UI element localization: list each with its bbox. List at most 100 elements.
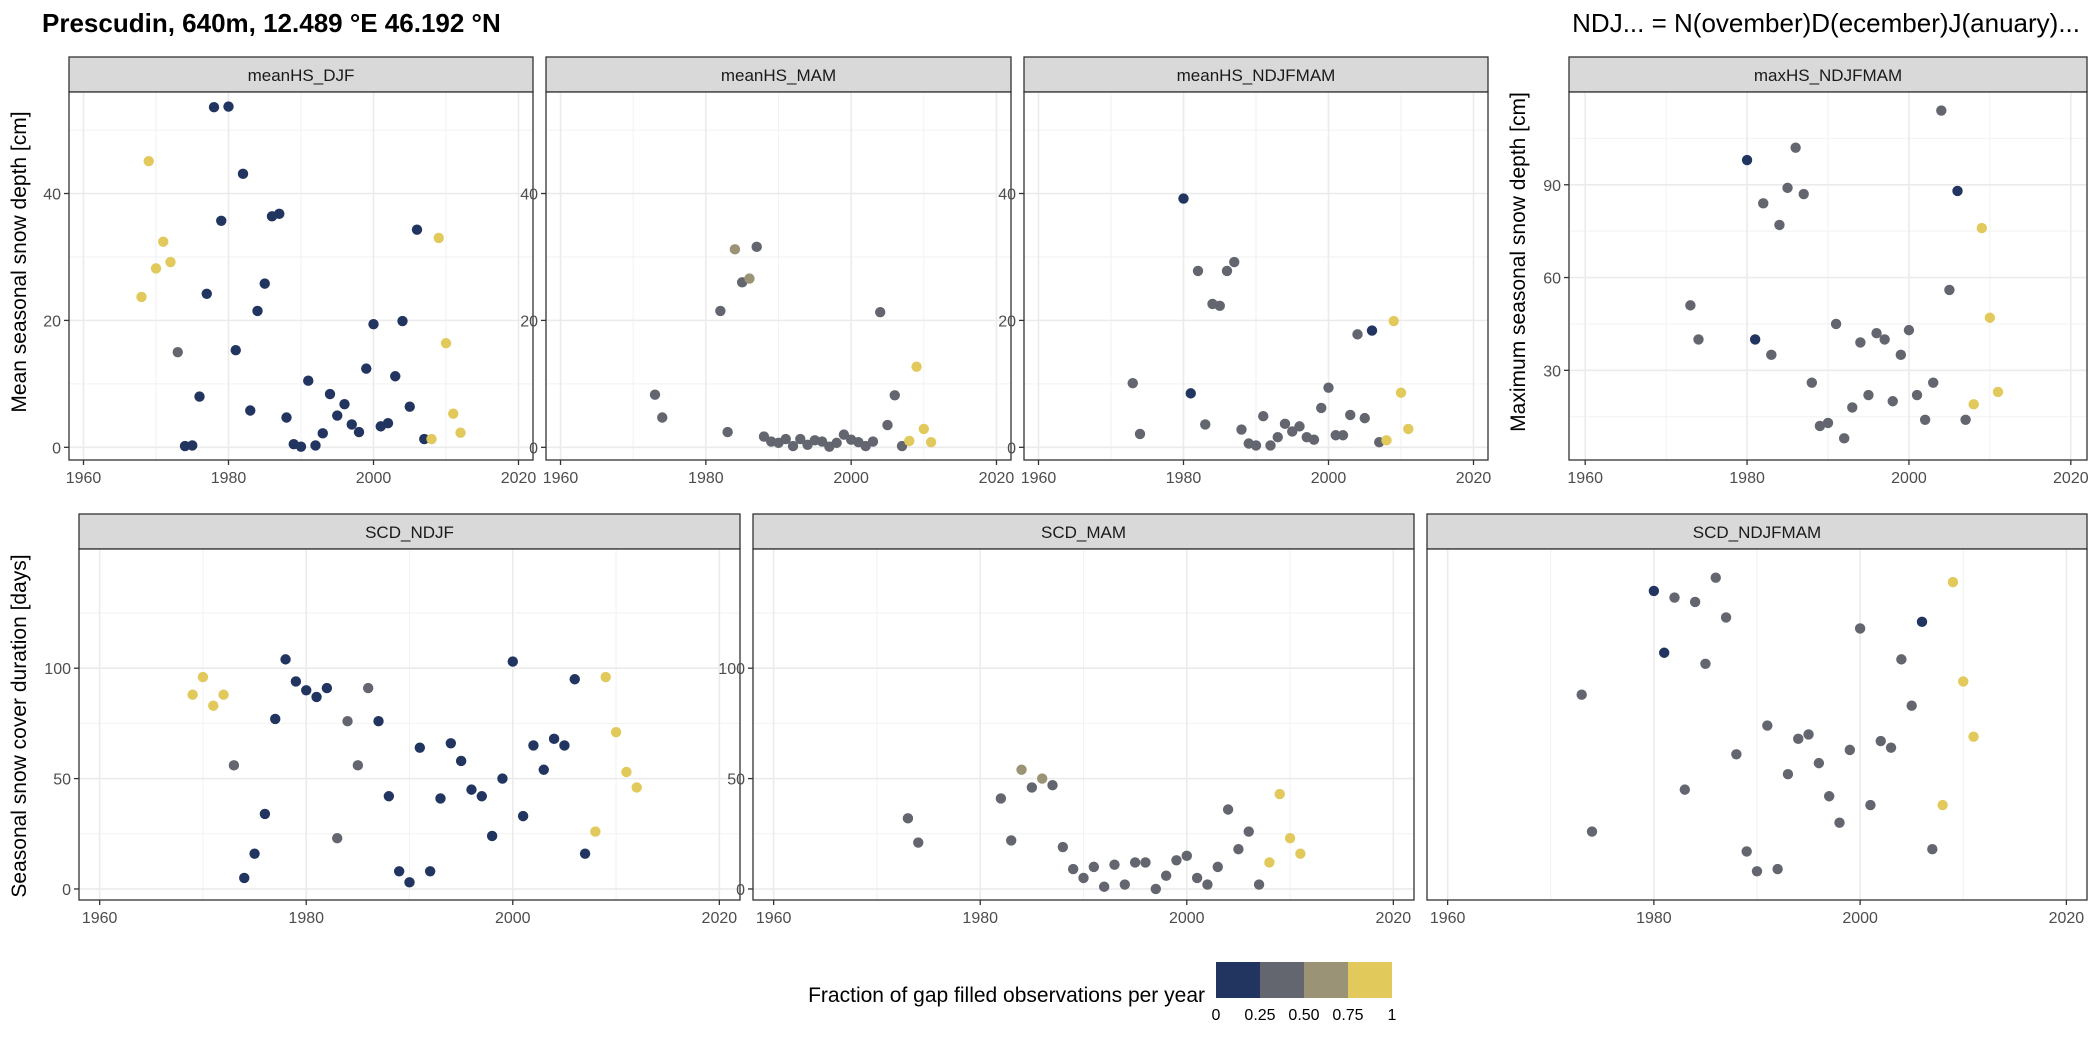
data-point (368, 319, 379, 330)
data-point (1287, 426, 1298, 437)
data-point (1871, 328, 1882, 339)
data-point (1381, 435, 1392, 446)
legend-colorbar: 0 0.25 0.50 0.75 1 (1212, 962, 1397, 1024)
data-point (1774, 219, 1785, 231)
legend-color-bin (1216, 962, 1260, 998)
data-point (1057, 841, 1069, 853)
data-point (1047, 780, 1058, 791)
data-point (1221, 265, 1233, 277)
panel-strip (1568, 56, 2088, 93)
data-point (722, 426, 733, 438)
data-point (1067, 863, 1079, 875)
data-point (1916, 616, 1928, 628)
panel-strip-label: meanHS_DJF (248, 66, 355, 85)
data-point (1576, 689, 1587, 700)
data-point (440, 338, 452, 349)
data-point (913, 837, 924, 848)
data-point (435, 793, 446, 804)
data-point (383, 791, 395, 802)
data-point (1830, 318, 1842, 330)
data-point (165, 256, 176, 268)
data-point (925, 437, 937, 448)
data-point (397, 315, 408, 327)
x-tick-label: 2000 (356, 470, 392, 487)
data-point (1710, 572, 1721, 583)
data-point (1936, 105, 1947, 116)
x-tick-label: 1960 (1567, 470, 1603, 487)
data-point (631, 782, 642, 793)
data-point (1214, 300, 1225, 312)
data-point (758, 431, 770, 442)
data-point (1758, 198, 1769, 209)
panel-strip-label: meanHS_NDJFMAM (1177, 66, 1336, 85)
data-point (896, 440, 908, 452)
data-point (1875, 735, 1886, 747)
x-tick-label: 1980 (962, 910, 998, 927)
data-point (228, 760, 240, 771)
data-point (1952, 185, 1963, 197)
data-point (1330, 430, 1341, 441)
panel-meanHS_MAM: meanHS_MAM 1960 1980 2000 2020 0 20 40 (520, 56, 1014, 487)
data-point (649, 389, 661, 400)
y-tick-label: 30 (1543, 363, 1561, 380)
data-point (1250, 440, 1262, 451)
x-tick-label: 1960 (66, 470, 102, 487)
data-point (1150, 883, 1161, 895)
data-point (579, 848, 591, 859)
legend-tick-label: 0.25 (1244, 1007, 1275, 1024)
data-point (143, 155, 154, 167)
y-tick-label: 60 (1543, 271, 1561, 288)
y-axis-label-mean-snow-depth: Mean seasonal snow depth [cm] (8, 111, 31, 412)
data-point (1693, 334, 1704, 345)
data-point (1911, 389, 1923, 401)
data-point (303, 375, 314, 386)
data-point (1669, 592, 1680, 603)
y-tick-label: 40 (998, 187, 1016, 204)
data-point (1896, 654, 1907, 665)
data-point (352, 760, 364, 771)
x-tick-label: 1960 (543, 470, 579, 487)
x-tick-label: 1980 (1636, 910, 1672, 927)
data-point (1928, 377, 1939, 388)
data-point (270, 713, 281, 725)
data-point (280, 654, 291, 665)
x-tick-label: 2000 (495, 910, 531, 927)
x-tick-label: 1980 (288, 910, 324, 927)
y-axis-label-snow-cover-duration: Seasonal snow cover duration [days] (8, 554, 31, 897)
data-point (1006, 835, 1017, 846)
y-tick-label: 0 (736, 882, 745, 899)
data-point (1253, 879, 1265, 890)
data-point (1887, 396, 1898, 407)
data-point (1782, 182, 1793, 194)
data-point (1264, 857, 1275, 868)
data-point (311, 691, 322, 703)
data-point (1212, 861, 1223, 873)
data-point (245, 405, 256, 416)
data-point (1960, 414, 1971, 425)
panel-strip-label: SCD_NDJF (365, 523, 454, 542)
data-point (1793, 733, 1804, 745)
x-tick-label: 2000 (1842, 910, 1878, 927)
panel-strip (68, 56, 534, 93)
data-point (995, 793, 1007, 804)
data-point (610, 727, 622, 738)
data-point (1109, 859, 1120, 870)
data-point (1098, 881, 1110, 892)
data-point (548, 733, 560, 745)
data-point (918, 423, 930, 435)
x-tick-label: 1960 (82, 910, 118, 927)
data-point (1919, 414, 1931, 425)
data-point (382, 418, 394, 429)
data-point (1720, 612, 1732, 623)
data-point (393, 866, 405, 877)
y-tick-label: 40 (43, 187, 61, 204)
panel-strip (545, 56, 1012, 93)
data-point (1944, 284, 1955, 296)
data-point (1947, 576, 1959, 588)
data-point (1879, 334, 1890, 345)
data-point (486, 830, 498, 842)
data-point (1127, 378, 1138, 389)
y-tick-label: 40 (520, 187, 538, 204)
data-point (249, 848, 260, 859)
